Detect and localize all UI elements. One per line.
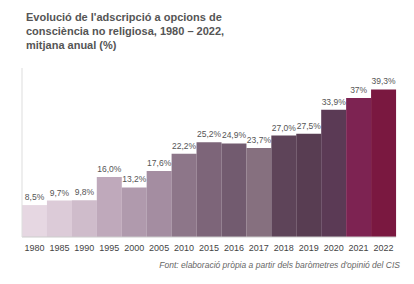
svg-text:2021: 2021 [349,243,369,253]
svg-text:2005: 2005 [149,243,169,253]
svg-text:17,6%: 17,6% [147,158,172,168]
svg-text:27,5%: 27,5% [297,121,322,131]
svg-text:25,2%: 25,2% [197,129,222,139]
svg-text:16,0%: 16,0% [97,164,122,174]
svg-text:2010: 2010 [174,243,194,253]
svg-text:2022: 2022 [374,243,394,253]
html-text:Evolució de l'adscripció a opc: Evolució de l'adscripció a opcions de co… [26,11,225,51]
svg-text:2015: 2015 [199,243,219,253]
html-text:Font: elaboració pròpia a part: Font: elaboració pròpia a partir dels ba… [159,260,400,270]
svg-text:1980: 1980 [24,243,44,253]
svg-text:9,8%: 9,8% [75,187,95,197]
svg-text:2000: 2000 [124,243,144,253]
svg-text:2020: 2020 [324,243,344,253]
svg-text:23,7%: 23,7% [247,135,272,145]
svg-text:22,2%: 22,2% [172,141,197,151]
svg-text:1995: 1995 [99,243,119,253]
svg-text:24,9%: 24,9% [222,130,247,140]
svg-text:1985: 1985 [49,243,69,253]
svg-text:2017: 2017 [249,243,269,253]
svg-text:1990: 1990 [74,243,94,253]
svg-text:39,3%: 39,3% [372,76,397,86]
svg-text:2016: 2016 [224,243,244,253]
svg-text:37%: 37% [350,85,367,95]
svg-text:13,2%: 13,2% [122,174,147,184]
svg-text:2019: 2019 [299,243,319,253]
svg-text:8,5%: 8,5% [25,192,45,202]
svg-text:9,7%: 9,7% [50,188,70,198]
svg-text:27,0%: 27,0% [272,123,297,133]
svg-text:33,9%: 33,9% [322,97,347,107]
svg-text:2018: 2018 [274,243,294,253]
